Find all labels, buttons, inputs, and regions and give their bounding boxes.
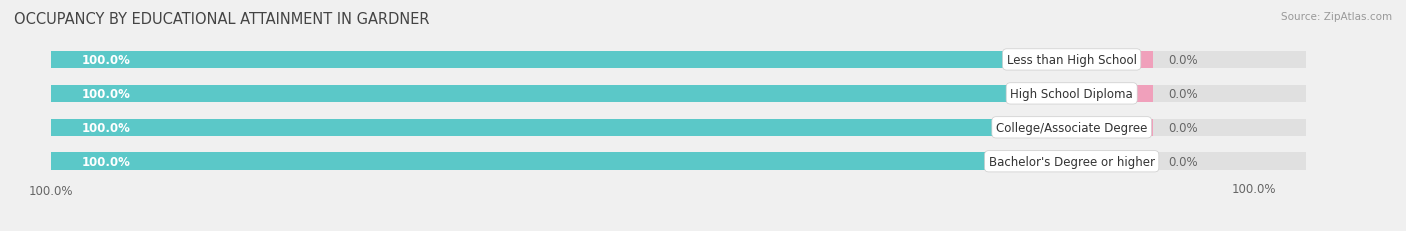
Bar — [1071, 119, 1153, 137]
Bar — [51, 119, 1306, 137]
Text: OCCUPANCY BY EDUCATIONAL ATTAINMENT IN GARDNER: OCCUPANCY BY EDUCATIONAL ATTAINMENT IN G… — [14, 12, 430, 27]
Text: 100.0%: 100.0% — [82, 155, 131, 168]
Text: 100.0%: 100.0% — [82, 121, 131, 134]
Text: 0.0%: 0.0% — [1168, 155, 1198, 168]
Bar — [1071, 85, 1153, 103]
Legend: Owner-occupied, Renter-occupied: Owner-occupied, Renter-occupied — [392, 227, 654, 231]
Text: 0.0%: 0.0% — [1168, 88, 1198, 100]
Text: 100.0%: 100.0% — [1232, 182, 1275, 195]
Text: 0.0%: 0.0% — [1168, 54, 1198, 67]
Text: High School Diploma: High School Diploma — [1011, 88, 1133, 100]
Bar — [51, 153, 1306, 170]
Text: College/Associate Degree: College/Associate Degree — [995, 121, 1147, 134]
Text: Less than High School: Less than High School — [1007, 54, 1136, 67]
Bar — [1071, 51, 1153, 69]
Bar — [51, 119, 1071, 137]
Bar — [51, 51, 1071, 69]
Bar — [51, 153, 1071, 170]
Bar — [51, 85, 1306, 103]
Bar — [51, 51, 1306, 69]
Text: 100.0%: 100.0% — [82, 88, 131, 100]
Text: Source: ZipAtlas.com: Source: ZipAtlas.com — [1281, 12, 1392, 21]
Text: 0.0%: 0.0% — [1168, 121, 1198, 134]
Text: Bachelor's Degree or higher: Bachelor's Degree or higher — [988, 155, 1154, 168]
Bar — [51, 85, 1071, 103]
Text: 100.0%: 100.0% — [82, 54, 131, 67]
Bar — [1071, 153, 1153, 170]
